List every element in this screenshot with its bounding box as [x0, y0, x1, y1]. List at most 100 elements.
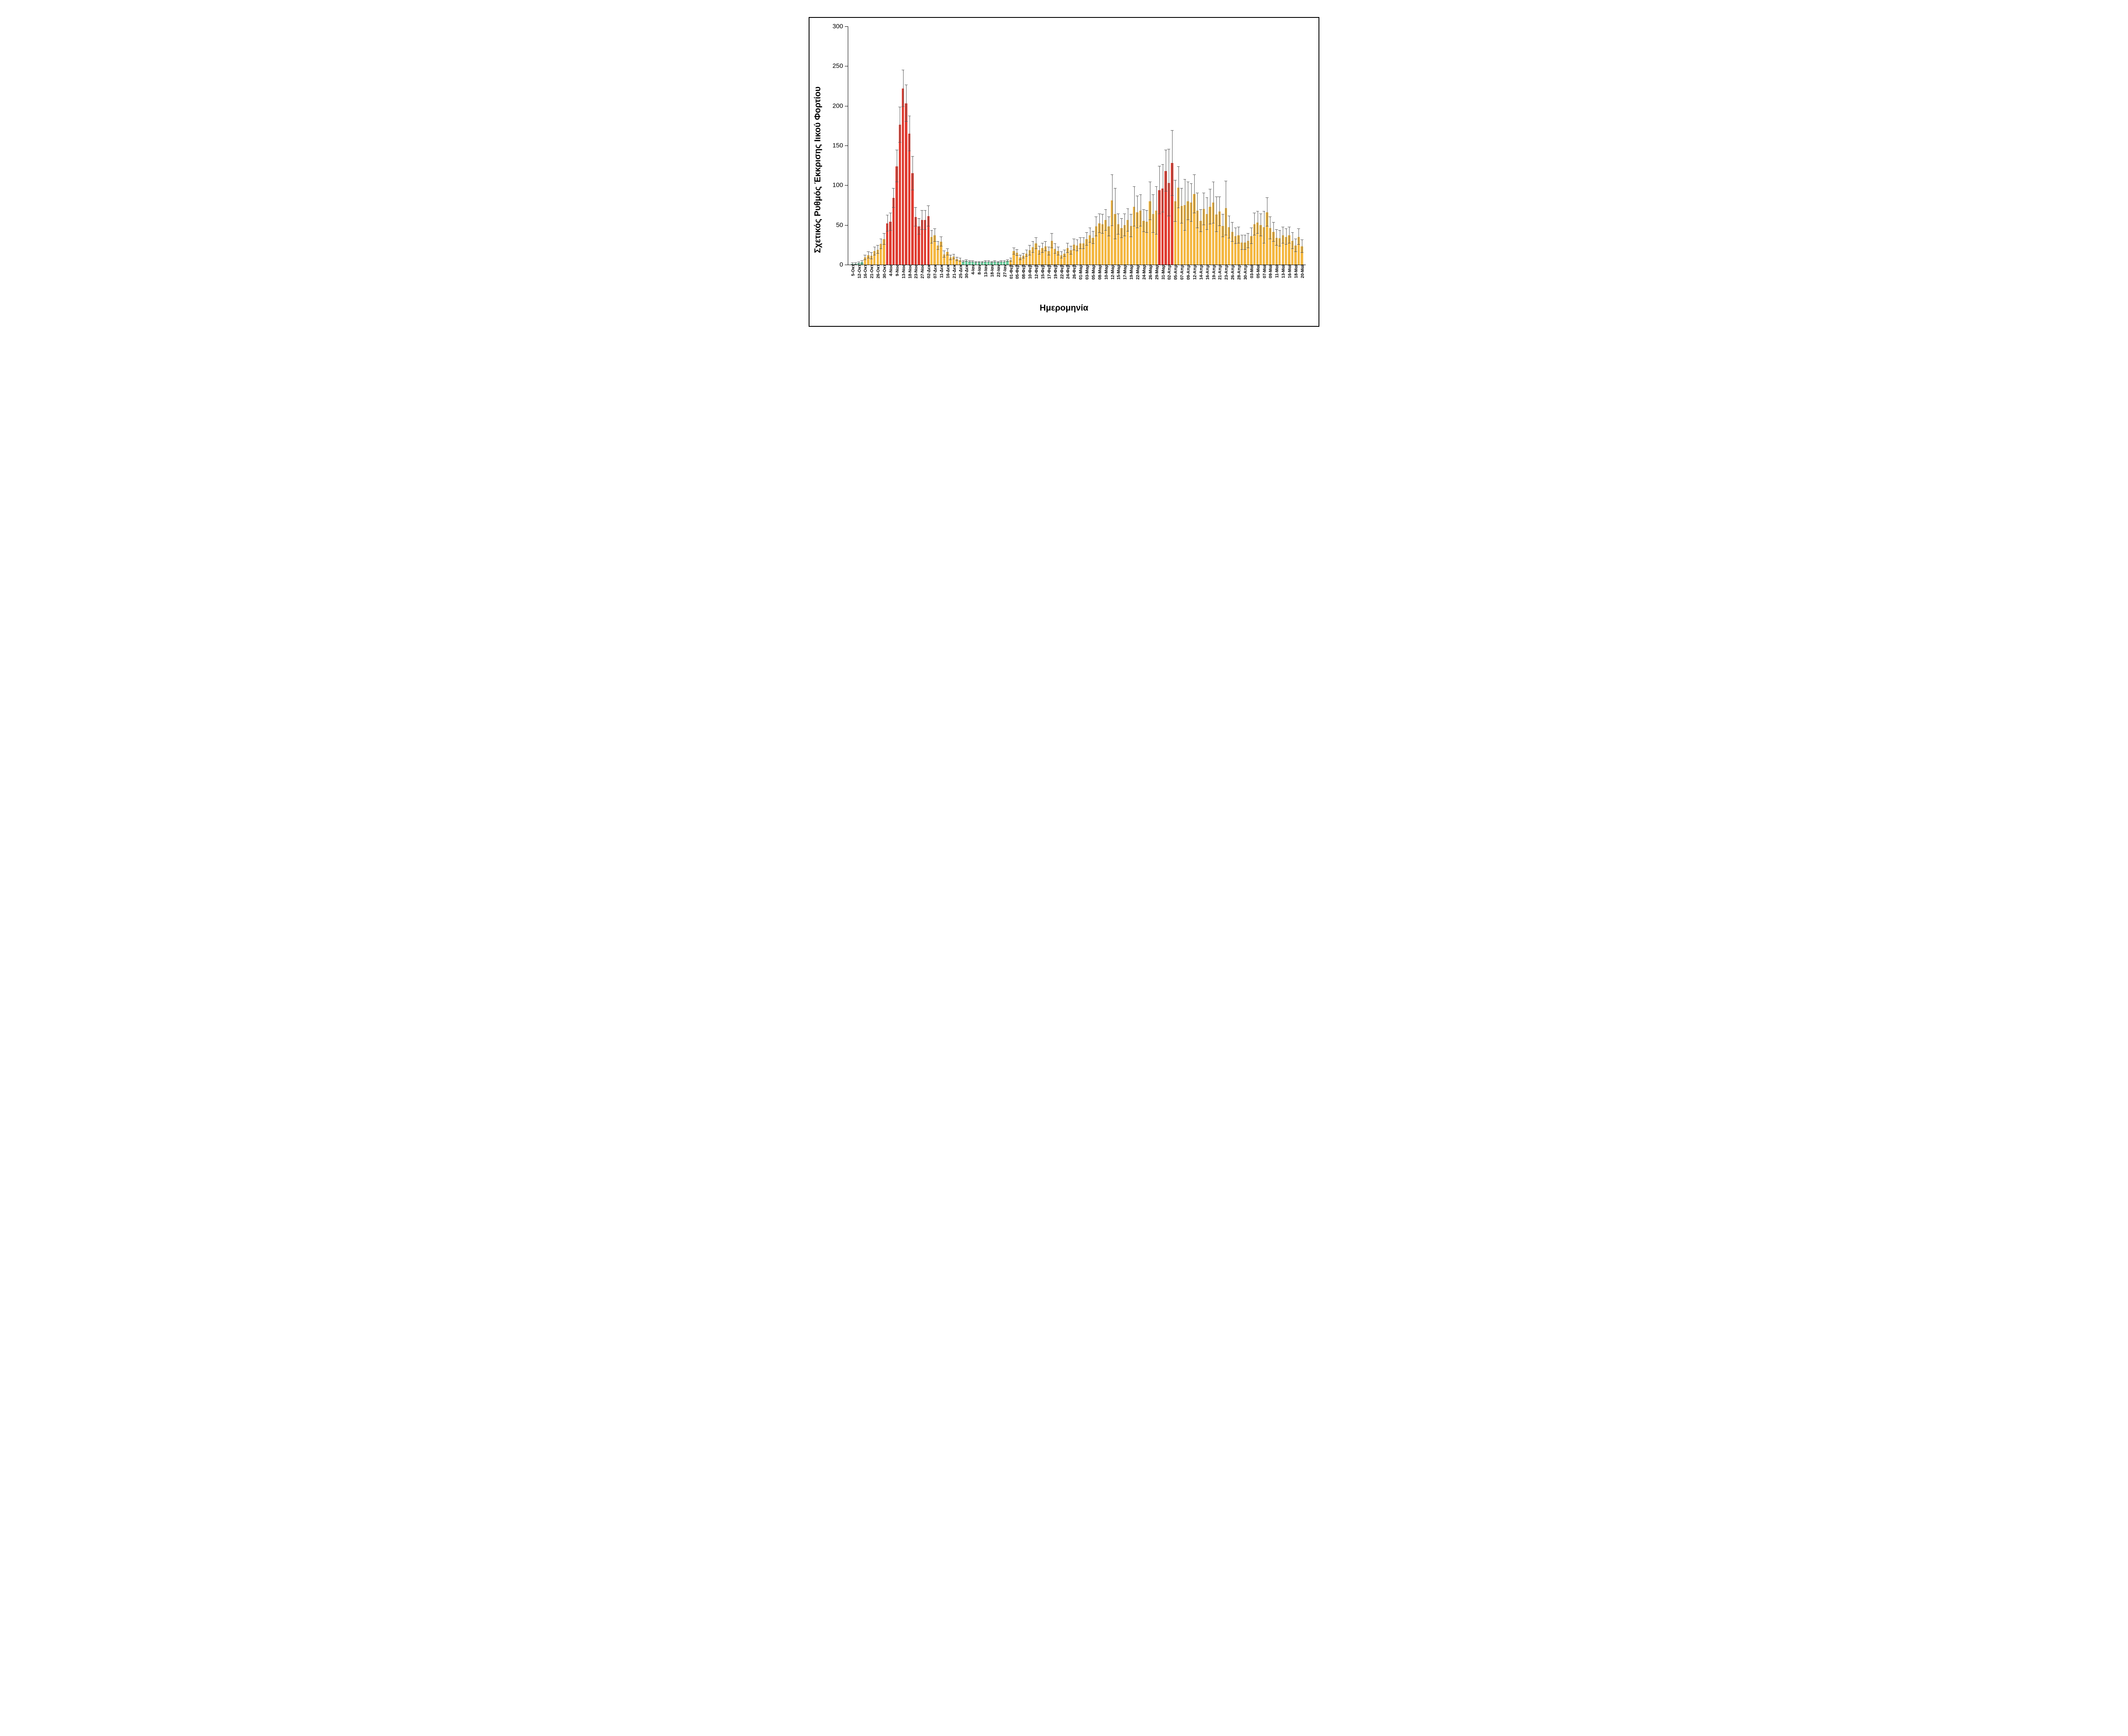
error-cap-bottom: [1174, 221, 1177, 222]
error-cap-bottom: [924, 229, 927, 230]
error-cap-bottom: [1205, 229, 1208, 230]
bar-slot: [974, 26, 977, 265]
error-cap-top: [1231, 222, 1234, 223]
bar-slot: [1272, 26, 1275, 265]
error-cap-top: [1035, 237, 1038, 238]
error-bar: [928, 206, 929, 227]
error-bar: [1289, 227, 1290, 243]
x-tick-label: 21-Οκτ: [868, 265, 875, 278]
error-bar: [1238, 227, 1239, 243]
bar-slot: [1297, 26, 1300, 265]
error-cap-bottom: [1301, 252, 1304, 253]
x-tick-label: 4-Νοε: [887, 265, 893, 276]
x-tick-label: 27-Νοε: [919, 265, 925, 279]
error-cap-top: [962, 260, 965, 261]
y-tick-label: 200: [832, 102, 848, 109]
error-cap-bottom: [1104, 230, 1107, 231]
error-cap-bottom: [1098, 232, 1101, 233]
bar-slot: [898, 26, 901, 265]
error-cap-top: [1031, 241, 1034, 242]
bar: [899, 125, 901, 265]
x-tick-label: 30-Απρ: [1241, 265, 1248, 280]
x-tick-label: 12-Οκτ: [855, 265, 862, 278]
bar-slot: 17-Μαρ: [1123, 26, 1126, 265]
error-cap-top: [911, 156, 914, 157]
error-cap-top: [1079, 237, 1082, 238]
error-cap-top: [1044, 241, 1047, 242]
error-cap-bottom: [901, 106, 904, 107]
bar-slot: [1069, 26, 1072, 265]
bar-slot: 24-Μαρ: [1142, 26, 1145, 265]
error-bar: [1121, 219, 1122, 238]
error-bar: [1112, 175, 1113, 226]
bar-slot: [1284, 26, 1287, 265]
error-cap-top: [1000, 260, 1003, 261]
bar-slot: [892, 26, 895, 265]
bar: [892, 198, 895, 265]
error-cap-bottom: [898, 142, 901, 143]
x-tick-label: 07-Μαϊ: [1261, 265, 1267, 278]
bar-slot: 26-Φεβ: [1073, 26, 1075, 265]
error-bar: [1181, 188, 1182, 223]
plot-region: 5-Οκτ12-Οκτ16-Οκτ21-Οκτ26-Οκτ30-Οκτ4-Νοε…: [848, 26, 1306, 265]
error-cap-bottom: [889, 230, 892, 231]
error-cap-top: [1190, 183, 1193, 184]
x-tick-label: 22-Ιαν: [995, 265, 1001, 277]
y-tick-label: 50: [836, 221, 848, 228]
x-tick-label: 23-Απρ: [1223, 265, 1229, 280]
bar-slot: [1170, 26, 1173, 265]
bar-slot: [1006, 26, 1009, 265]
error-cap-top: [1139, 194, 1142, 195]
error-cap-top: [924, 210, 927, 211]
error-cap-top: [1171, 130, 1174, 131]
bar-slot: 18-Μαϊ: [1294, 26, 1297, 265]
error-cap-top: [1155, 186, 1158, 187]
x-tick-label: 15-Φεβ: [1039, 265, 1045, 279]
bar-slot: 19-Φεβ: [1053, 26, 1056, 265]
x-tick-label: 08-Μαρ: [1096, 265, 1102, 280]
error-bar: [1232, 223, 1233, 242]
error-bar: [1254, 213, 1255, 235]
bar-slot: [1278, 26, 1281, 265]
bar-slot: [1056, 26, 1059, 265]
bar-slot: [1000, 26, 1003, 265]
error-bar: [868, 252, 869, 258]
chart-frame: Σχετικός Ρυθμός Έκκρισης Ιικού Φορτίου 5…: [809, 17, 1319, 327]
bar-slot: [1215, 26, 1218, 265]
error-cap-bottom: [1085, 245, 1088, 246]
x-tick-label: 30-Οκτ: [881, 265, 887, 278]
x-tick-label: 5-Οκτ: [849, 265, 855, 276]
error-cap-top: [1126, 208, 1129, 209]
bar-slot: [873, 26, 876, 265]
bar-slot: [1044, 26, 1047, 265]
y-tick-label: 150: [832, 142, 848, 149]
error-cap-top: [1272, 222, 1275, 223]
error-bar: [1039, 246, 1040, 254]
y-tick-label: 300: [832, 23, 848, 30]
error-cap-top: [984, 260, 987, 261]
bar-slot: 02-Απρ: [1167, 26, 1170, 265]
bar-slot: 17-Φεβ: [1047, 26, 1050, 265]
bar-slot: 12-Μαρ: [1110, 26, 1113, 265]
x-tick-label: 05-Απρ: [1172, 265, 1178, 280]
y-tick-label: 0: [840, 261, 848, 268]
bar-slot: 05-Μαρ: [1091, 26, 1094, 265]
bar-slot: 26-Μαρ: [1148, 26, 1151, 265]
error-cap-bottom: [1145, 232, 1148, 233]
bar-slot: [1139, 26, 1142, 265]
error-bar: [1175, 180, 1176, 222]
error-cap-top: [1177, 166, 1180, 167]
bar-slot: 07-Δεκ: [933, 26, 936, 265]
bar-slot: 01-Φεβ: [1009, 26, 1012, 265]
error-cap-top: [1278, 230, 1281, 231]
bar-slot: [936, 26, 939, 265]
x-tick-label: 11-Δεκ: [938, 265, 944, 278]
bar-slot: 13-Ιαν: [984, 26, 987, 265]
error-cap-top: [978, 261, 981, 262]
x-tick-label: 14-Απρ: [1197, 265, 1204, 280]
error-bar: [947, 249, 948, 255]
bar-slot: 21-Οκτ: [870, 26, 873, 265]
bar-slot: 27-Ιαν: [1003, 26, 1006, 265]
error-bar: [1191, 184, 1192, 222]
bar: [902, 89, 904, 265]
